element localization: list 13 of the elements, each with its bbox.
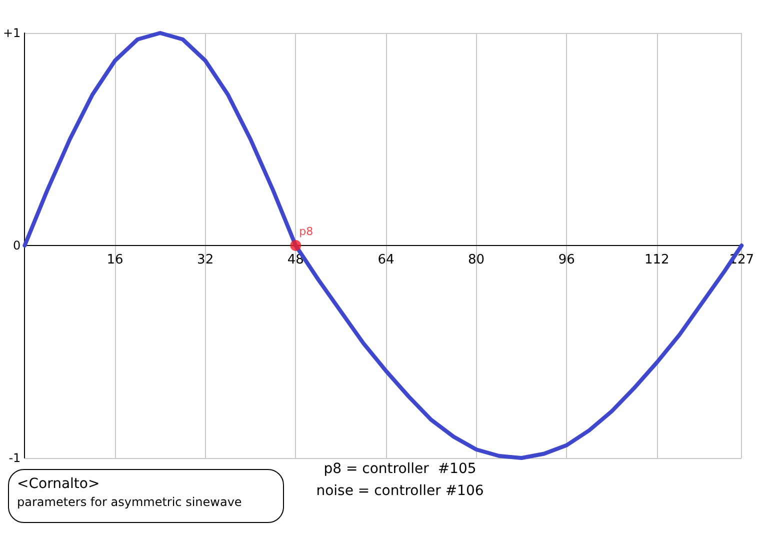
text: noise = controller #106: [315, 482, 485, 501]
note-box: <Cornalto> parameters for asymmetric sinewave: [8, 469, 284, 523]
x-tick-label: 96: [558, 252, 575, 268]
series-label: p8: [299, 225, 314, 238]
y-tick-label: 0: [13, 238, 21, 252]
y-tick-label: +1: [2, 26, 21, 40]
x-tick-label: 64: [378, 252, 394, 268]
x-tick-label: 112: [644, 252, 670, 268]
y-tick-label: -1: [8, 451, 21, 465]
text: p8 = controller #105: [322, 460, 478, 479]
x-tick-label: 32: [197, 252, 214, 268]
x-tick-label: 16: [106, 252, 124, 268]
x-tick-label: 80: [468, 252, 485, 268]
